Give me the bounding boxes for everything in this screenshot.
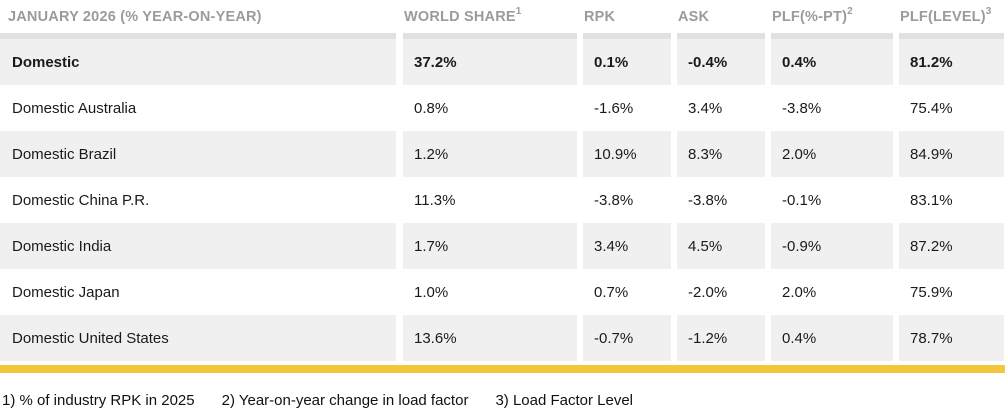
world-share-cell: 37.2% — [403, 33, 577, 85]
rpk-cell: 0.7% — [594, 283, 629, 301]
table-row: Domestic 37.2% 0.1% -0.4% 0.4% 81.2% — [0, 33, 1005, 85]
footnotes: 1) % of industry RPK in 2025 2) Year-on-… — [0, 392, 1005, 409]
world-share-cell: 13.6% — [403, 315, 577, 361]
plf-level-cell: 81.2% — [899, 33, 1004, 85]
rpk-cell: -3.8% — [594, 191, 634, 209]
ask-cell: -1.2% — [677, 315, 765, 361]
ask-cell: -0.4% — [677, 33, 765, 85]
rpk-cell: 10.9% — [583, 131, 671, 177]
world-share-cell: 11.3% — [414, 191, 456, 209]
plf-level-cell: 75.9% — [910, 283, 953, 301]
plf-pt-cell: -0.1% — [782, 191, 822, 209]
column-header-period: JANUARY 2026 (% YEAR-ON-YEAR) — [8, 8, 262, 25]
footnote-plf-level: 3) Load Factor Level — [495, 392, 634, 409]
column-header-rpk: RPK — [584, 8, 616, 25]
plf-level-cell: 83.1% — [910, 191, 953, 209]
rpk-cell: 3.4% — [583, 223, 671, 269]
rpk-cell: 0.1% — [583, 33, 671, 85]
plf-level-cell: 87.2% — [899, 223, 1004, 269]
row-label-cell: Domestic Japan — [12, 283, 120, 301]
table-row: Domestic India 1.7% 3.4% 4.5% -0.9% 87.2… — [0, 223, 1005, 269]
table-row: Domestic China P.R. 11.3% -3.8% -3.8% -0… — [0, 177, 1005, 223]
row-label-cell: Domestic — [0, 33, 396, 85]
row-label-cell: Domestic Australia — [12, 99, 137, 117]
footnote-plf-pt: 2) Year-on-year change in load factor — [221, 392, 469, 409]
plf-pt-cell: 0.4% — [771, 315, 893, 361]
table-row: Domestic Brazil 1.2% 10.9% 8.3% 2.0% 84.… — [0, 131, 1005, 177]
table-row: Domestic Australia 0.8% -1.6% 3.4% -3.8%… — [0, 85, 1005, 131]
rpk-cell: -1.6% — [594, 99, 634, 117]
ask-cell: 4.5% — [677, 223, 765, 269]
table-body: Domestic 37.2% 0.1% -0.4% 0.4% 81.2% Dom… — [0, 33, 1005, 361]
row-label-cell: Domestic China P.R. — [12, 191, 150, 209]
world-share-cell: 1.0% — [414, 283, 449, 301]
superscript: 3 — [985, 5, 992, 17]
superscript: 1 — [515, 5, 522, 17]
domestic-traffic-table: JANUARY 2026 (% YEAR-ON-YEAR) WORLD SHAR… — [0, 0, 1005, 361]
table-row: Domestic Japan 1.0% 0.7% -2.0% 2.0% 75.9… — [0, 269, 1005, 315]
world-share-cell: 1.7% — [403, 223, 577, 269]
ask-cell: 8.3% — [677, 131, 765, 177]
plf-pt-cell: 0.4% — [771, 33, 893, 85]
row-label-cell: Domestic United States — [0, 315, 396, 361]
plf-pt-cell: -3.8% — [782, 99, 822, 117]
accent-bar-divider — [0, 365, 1005, 373]
table-header-row: JANUARY 2026 (% YEAR-ON-YEAR) WORLD SHAR… — [0, 0, 1005, 33]
column-header-plf-level: PLF(LEVEL)3 — [900, 5, 992, 25]
plf-pt-cell: 2.0% — [782, 283, 817, 301]
column-header-plf-pt: PLF(%-PT)2 — [772, 5, 853, 25]
column-header-ask: ASK — [678, 8, 710, 25]
plf-pt-cell: -0.9% — [771, 223, 893, 269]
footnote-world-share: 1) % of industry RPK in 2025 — [2, 392, 195, 409]
plf-pt-cell: 2.0% — [771, 131, 893, 177]
row-label-cell: Domestic India — [0, 223, 396, 269]
plf-level-cell: 78.7% — [899, 315, 1004, 361]
superscript: 2 — [847, 5, 853, 17]
ask-cell: 3.4% — [688, 99, 723, 117]
plf-level-cell: 84.9% — [899, 131, 1004, 177]
world-share-cell: 0.8% — [414, 99, 449, 117]
ask-cell: -3.8% — [688, 191, 728, 209]
rpk-cell: -0.7% — [583, 315, 671, 361]
world-share-cell: 1.2% — [403, 131, 577, 177]
row-label-cell: Domestic Brazil — [0, 131, 396, 177]
plf-level-cell: 75.4% — [910, 99, 953, 117]
table-row: Domestic United States 13.6% -0.7% -1.2%… — [0, 315, 1005, 361]
column-header-world-share: WORLD SHARE1 — [404, 5, 522, 25]
ask-cell: -2.0% — [688, 283, 728, 301]
